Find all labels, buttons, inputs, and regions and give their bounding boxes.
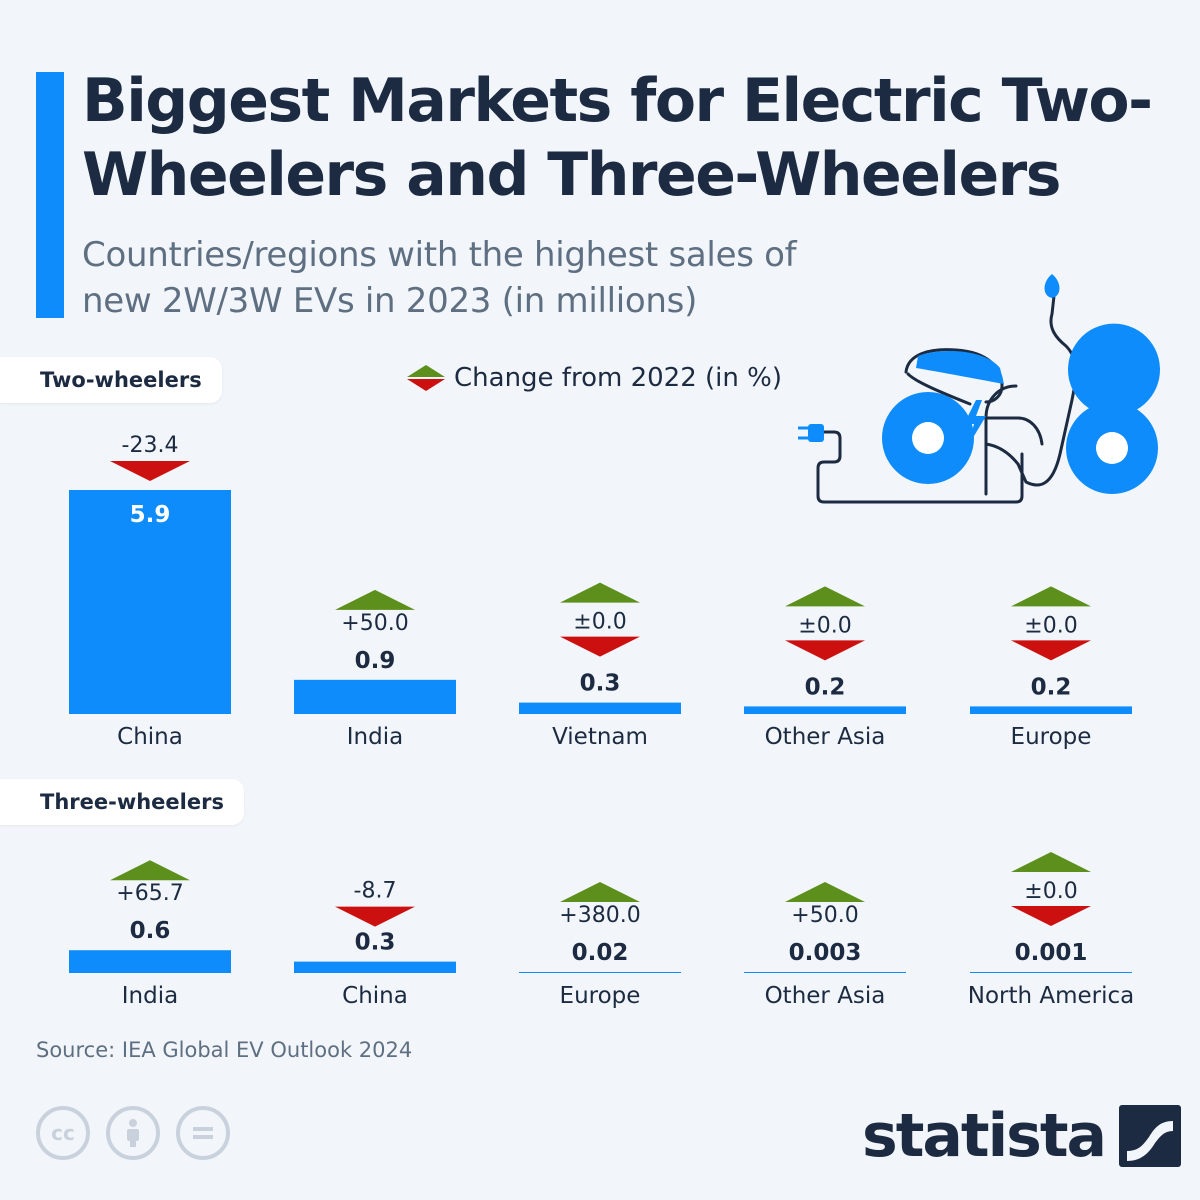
value-label-2w-2: 0.3 xyxy=(580,671,621,697)
cc-icon: cc xyxy=(36,1106,90,1160)
value-label-3w-2: 0.02 xyxy=(572,940,629,966)
change-label-3w-0: +65.7 xyxy=(116,881,183,906)
bar-3w-0 xyxy=(69,950,231,973)
change-down-triangle-2w-4 xyxy=(1011,640,1091,661)
electric-scooter-icon xyxy=(798,274,1160,504)
bar-2w-4 xyxy=(970,706,1132,714)
change-label-3w-2: +380.0 xyxy=(559,903,640,928)
category-label-2w-2: Vietnam xyxy=(552,724,648,750)
category-label-3w-4: North America xyxy=(968,983,1135,1009)
change-up-triangle-2w-4 xyxy=(1011,586,1091,607)
change-up-triangle-2w-2 xyxy=(560,582,640,603)
change-label-2w-2: ±0.0 xyxy=(573,610,626,635)
change-label-2w-4: ±0.0 xyxy=(1024,613,1077,638)
change-down-triangle-3w-4 xyxy=(1011,906,1091,926)
statista-logo-icon xyxy=(1119,1105,1182,1167)
change-up-triangle-2w-1 xyxy=(335,589,415,610)
bar-3w-3 xyxy=(744,972,906,973)
value-label-3w-0: 0.6 xyxy=(130,918,171,944)
page-title: Biggest Markets for Electric Two-Wheeler… xyxy=(82,66,1153,210)
value-label-3w-1: 0.3 xyxy=(355,930,396,956)
change-up-triangle-3w-2 xyxy=(560,882,640,902)
source-note: Source: IEA Global EV Outlook 2024 xyxy=(36,1038,413,1062)
bar-2w-2 xyxy=(519,702,681,714)
bar-chart: China 5.9 -23.4 India 0.9 +50.0 Vietnam 0.3 ±0.0… xyxy=(69,433,1135,1009)
change-up-triangle-2w-3 xyxy=(785,586,865,607)
no-derivatives-icon xyxy=(176,1106,230,1160)
change-label-3w-4: ±0.0 xyxy=(1024,879,1077,904)
change-label-2w-3: ±0.0 xyxy=(798,613,851,638)
change-up-triangle-3w-4 xyxy=(1011,852,1091,872)
change-label-2w-1: +50.0 xyxy=(341,611,408,636)
change-down-triangle-2w-3 xyxy=(785,640,865,661)
attribution-icon xyxy=(106,1106,160,1160)
change-down-triangle-2w-0 xyxy=(110,461,190,481)
category-label-3w-1: China xyxy=(342,983,408,1009)
category-label-2w-0: China xyxy=(117,724,183,750)
change-up-triangle-3w-0 xyxy=(110,860,190,881)
category-label-2w-4: Europe xyxy=(1011,724,1092,750)
legend-label: Change from 2022 (in %) xyxy=(454,363,782,393)
bar-2w-0 xyxy=(69,490,231,714)
value-label-2w-4: 0.2 xyxy=(1031,674,1072,700)
category-label-2w-3: Other Asia xyxy=(765,724,886,750)
bar-3w-1 xyxy=(294,961,456,973)
statista-logo[interactable]: statista xyxy=(862,1096,1182,1176)
category-label-3w-0: India xyxy=(122,983,178,1009)
legend: Change from 2022 (in %) xyxy=(406,358,782,398)
bar-2w-1 xyxy=(294,679,456,714)
bar-3w-4 xyxy=(970,972,1132,973)
license-icons: cc xyxy=(36,1106,230,1160)
section-label-three-wheelers: Three-wheelers xyxy=(0,779,244,825)
accent-bar xyxy=(36,72,64,318)
change-down-triangle-2w-2 xyxy=(560,636,640,657)
change-label-2w-0: -23.4 xyxy=(122,433,179,458)
section-label-two-wheelers: Two-wheelers xyxy=(0,357,222,403)
brand-name: statista xyxy=(862,1101,1107,1171)
value-label-3w-4: 0.001 xyxy=(1015,940,1088,966)
change-down-triangle-3w-1 xyxy=(335,906,415,927)
change-up-triangle-3w-3 xyxy=(785,882,865,902)
category-label-2w-1: India xyxy=(347,724,403,750)
category-label-3w-3: Other Asia xyxy=(765,983,886,1009)
bar-3w-2 xyxy=(519,972,681,973)
value-label-2w-3: 0.2 xyxy=(805,674,846,700)
value-label-2w-1: 0.9 xyxy=(355,648,396,674)
value-label-2w-0: 5.9 xyxy=(130,502,171,528)
category-label-3w-2: Europe xyxy=(560,983,641,1009)
bar-2w-3 xyxy=(744,706,906,714)
page-subtitle: Countries/regions with the highest sales… xyxy=(82,235,797,321)
value-label-3w-3: 0.003 xyxy=(789,940,862,966)
change-label-3w-1: -8.7 xyxy=(354,879,397,904)
up-down-triangle-icon xyxy=(407,365,445,391)
change-label-3w-3: +50.0 xyxy=(791,903,858,928)
